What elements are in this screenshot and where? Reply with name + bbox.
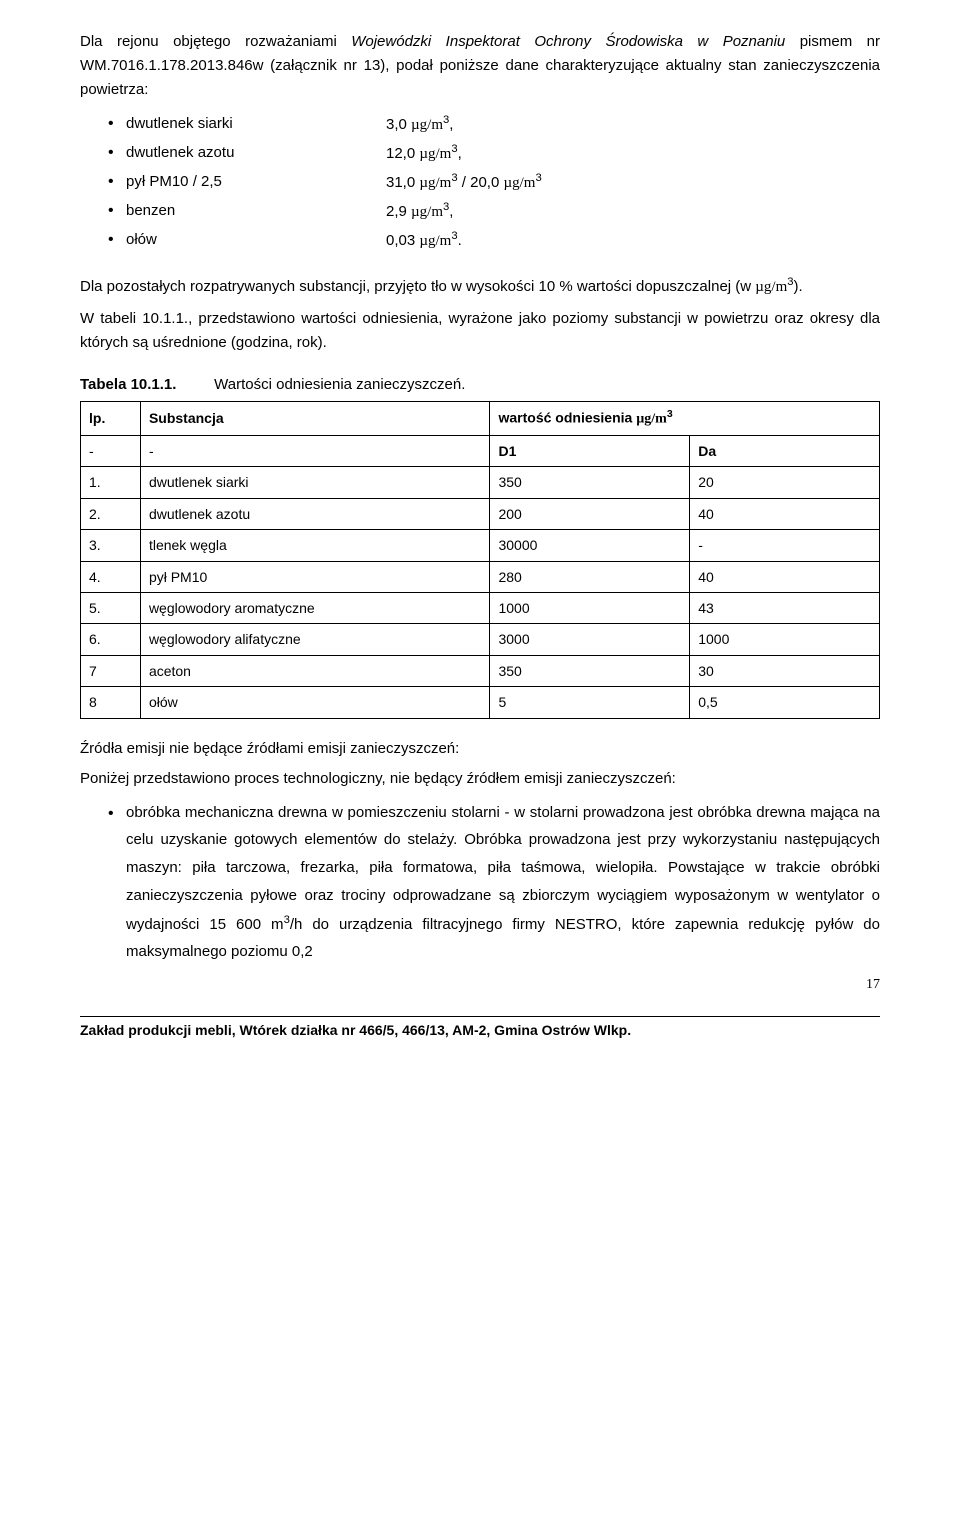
table-num: Tabela 10.1.1. (80, 373, 210, 397)
table-row: 6.węglowodory alifatyczne30001000 (81, 624, 880, 655)
table-cell: - (690, 530, 880, 561)
table-cell: 0,5 (690, 687, 880, 718)
heading-sources: Źródła emisji nie będące źródłami emisji… (80, 737, 880, 761)
table-cell: 5 (490, 687, 690, 718)
table-cell: dwutlenek siarki (140, 467, 490, 498)
table-cell: 1000 (690, 624, 880, 655)
th-dash-1: - (81, 436, 141, 467)
th-lp: lp. (81, 402, 141, 436)
intro-text-1: Dla rejonu objętego rozważaniami (80, 33, 351, 50)
table-cell: 280 (490, 561, 690, 592)
pollutant-item: dwutlenek siarki3,0 µg/m3, (108, 110, 880, 139)
table-row: 2.dwutlenek azotu20040 (81, 498, 880, 529)
footer: 17 Zakład produkcji mebli, Wtórek działk… (80, 988, 880, 1043)
pollutant-value: 31,0 µg/m3 / 20,0 µg/m3 (386, 168, 880, 197)
process-list: obróbka mechaniczna drewna w pomieszczen… (80, 799, 880, 967)
table-cell: 3. (81, 530, 141, 561)
table-title: Tabela 10.1.1. Wartości odniesienia zani… (80, 373, 880, 397)
th-sub: Substancja (140, 402, 490, 436)
pollutant-value: 2,9 µg/m3, (386, 197, 880, 226)
pollutant-value: 0,03 µg/m3. (386, 226, 880, 255)
table-cell: 43 (690, 593, 880, 624)
table-cell: 20 (690, 467, 880, 498)
table-cell: 30000 (490, 530, 690, 561)
page-number: 17 (866, 974, 880, 996)
pollutant-item: pył PM10 / 2,531,0 µg/m3 / 20,0 µg/m3 (108, 168, 880, 197)
th-wart: wartość odniesienia µg/m3 (490, 402, 880, 436)
table-header-row-2: - - D1 Da (81, 436, 880, 467)
intro-italic: Wojewódzki Inspektorat Ochrony Środowisk… (351, 33, 785, 50)
reference-table: lp. Substancja wartość odniesienia µg/m3… (80, 401, 880, 719)
table-cell: tlenek węgla (140, 530, 490, 561)
th-dash-2: - (140, 436, 490, 467)
table-row: 5.węglowodory aromatyczne100043 (81, 593, 880, 624)
intro-paragraph: Dla rejonu objętego rozważaniami Wojewód… (80, 30, 880, 102)
table-cell: ołów (140, 687, 490, 718)
table-cell: 3000 (490, 624, 690, 655)
table-row: 8ołów50,5 (81, 687, 880, 718)
table-title-text: Wartości odniesienia zanieczyszczeń. (214, 376, 465, 393)
table-cell: węglowodory alifatyczne (140, 624, 490, 655)
para2-post: ). (794, 278, 803, 295)
pollutant-label: dwutlenek azotu (126, 139, 386, 168)
paragraph-3: W tabeli 10.1.1., przedstawiono wartości… (80, 307, 880, 355)
footer-text: Zakład produkcji mebli, Wtórek działka n… (80, 1022, 631, 1038)
table-row: 3.tlenek węgla30000- (81, 530, 880, 561)
table-cell: 5. (81, 593, 141, 624)
table-cell: węglowodory aromatyczne (140, 593, 490, 624)
pollutant-label: ołów (126, 226, 386, 255)
table-cell: aceton (140, 655, 490, 686)
table-cell: dwutlenek azotu (140, 498, 490, 529)
para2-unit: µg/m (755, 279, 787, 295)
table-cell: 2. (81, 498, 141, 529)
table-cell: 7 (81, 655, 141, 686)
th-wart-unit: µg/m (636, 412, 667, 427)
table-row: 7aceton35030 (81, 655, 880, 686)
pollutant-item: dwutlenek azotu12,0 µg/m3, (108, 139, 880, 168)
table-cell: 40 (690, 498, 880, 529)
table-cell: 200 (490, 498, 690, 529)
table-cell: 4. (81, 561, 141, 592)
table-cell: 1000 (490, 593, 690, 624)
th-wart-sup: 3 (667, 408, 673, 420)
pollutant-list: dwutlenek siarki3,0 µg/m3,dwutlenek azot… (80, 110, 880, 255)
para2-pre: Dla pozostałych rozpatrywanych substancj… (80, 278, 755, 295)
process-item: obróbka mechaniczna drewna w pomieszczen… (108, 799, 880, 967)
pollutant-label: pył PM10 / 2,5 (126, 168, 386, 197)
th-da: Da (698, 443, 716, 459)
pollutant-item: ołów0,03 µg/m3. (108, 226, 880, 255)
pollutant-item: benzen2,9 µg/m3, (108, 197, 880, 226)
table-cell: 1. (81, 467, 141, 498)
table-cell: 30 (690, 655, 880, 686)
table-row: 4.pył PM1028040 (81, 561, 880, 592)
pollutant-label: benzen (126, 197, 386, 226)
table-cell: 40 (690, 561, 880, 592)
table-cell: pył PM10 (140, 561, 490, 592)
th-d1: D1 (498, 443, 516, 459)
table-header-row-1: lp. Substancja wartość odniesienia µg/m3 (81, 402, 880, 436)
process-pre: obróbka mechaniczna drewna w pomieszczen… (126, 804, 880, 933)
table-cell: 8 (81, 687, 141, 718)
th-wart-pre: wartość odniesienia (498, 410, 636, 426)
table-row: 1.dwutlenek siarki35020 (81, 467, 880, 498)
pollutant-value: 12,0 µg/m3, (386, 139, 880, 168)
table-cell: 350 (490, 655, 690, 686)
pollutant-value: 3,0 µg/m3, (386, 110, 880, 139)
table-cell: 6. (81, 624, 141, 655)
pollutant-label: dwutlenek siarki (126, 110, 386, 139)
paragraph-2: Dla pozostałych rozpatrywanych substancj… (80, 273, 880, 299)
table-cell: 350 (490, 467, 690, 498)
paragraph-4: Poniżej przedstawiono proces technologic… (80, 767, 880, 791)
